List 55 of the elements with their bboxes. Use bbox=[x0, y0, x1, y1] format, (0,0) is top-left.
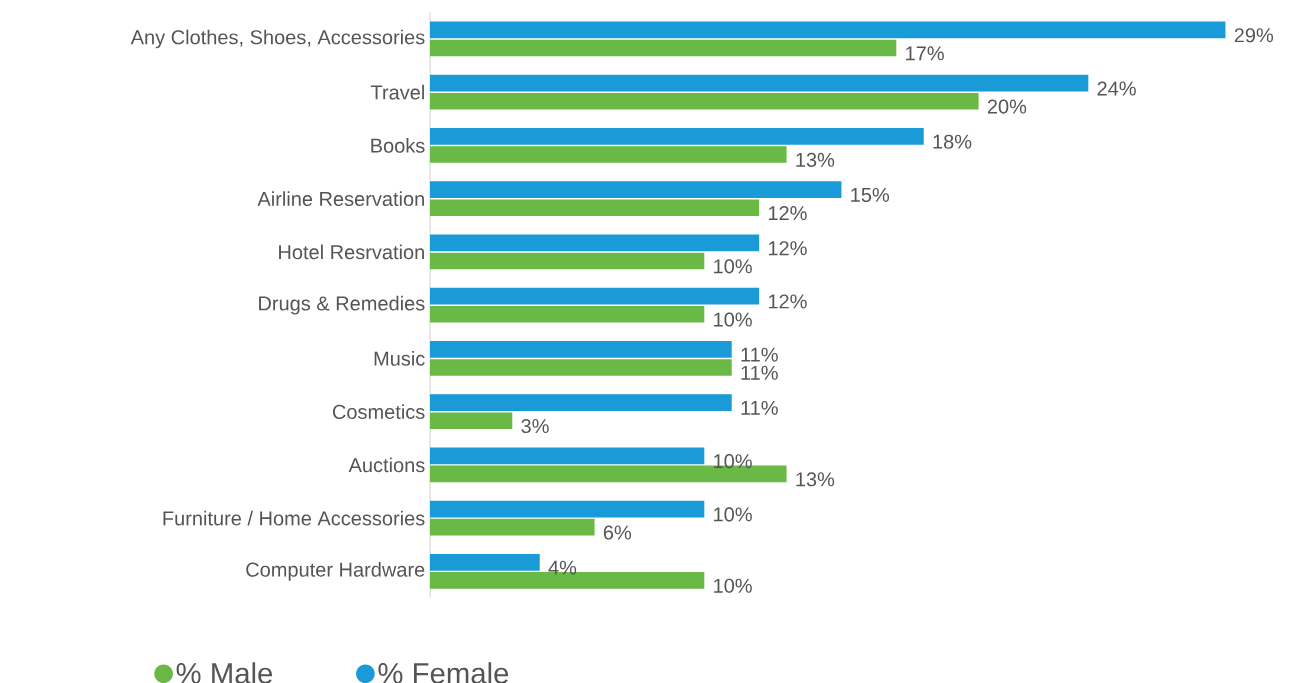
data-label: 13% bbox=[796, 472, 835, 487]
y-tick-label: Drugs & Remedies bbox=[259, 295, 425, 315]
legend-label: % Female bbox=[378, 662, 509, 683]
data-label: 11% bbox=[741, 365, 778, 380]
y-tick-label: Cosmetics bbox=[332, 404, 425, 419]
bar bbox=[430, 359, 732, 376]
data-label: 12% bbox=[768, 206, 807, 221]
data-label: 12% bbox=[768, 294, 807, 309]
y-tick-label: Any Clothes, Shoes, Accessories bbox=[130, 29, 425, 49]
data-label: 3% bbox=[521, 418, 549, 434]
data-label: 10% bbox=[714, 507, 752, 522]
bar bbox=[430, 305, 705, 323]
y-tick-label: Music bbox=[374, 351, 425, 366]
bar bbox=[430, 500, 705, 518]
legend-label: % Male bbox=[176, 662, 273, 683]
data-label: 29% bbox=[1234, 28, 1274, 43]
data-label: 11% bbox=[741, 347, 778, 362]
bar bbox=[430, 394, 732, 411]
data-label: 10% bbox=[714, 259, 752, 274]
data-label: 6% bbox=[603, 525, 632, 540]
data-label: 12% bbox=[768, 241, 807, 256]
bar bbox=[430, 128, 924, 145]
bar bbox=[430, 287, 760, 305]
y-tick-label: Airline Reservation bbox=[257, 191, 424, 207]
bar bbox=[430, 412, 513, 430]
data-label: 10% bbox=[714, 578, 752, 593]
y-tick-label: Computer Hardware bbox=[246, 562, 425, 581]
bar bbox=[430, 39, 897, 57]
y-tick-label: Travel bbox=[370, 84, 424, 100]
bar bbox=[430, 518, 595, 536]
bar bbox=[430, 146, 787, 163]
bar bbox=[430, 92, 979, 110]
y-tick-label: Books bbox=[371, 138, 425, 153]
data-label: 10% bbox=[714, 312, 752, 327]
bar bbox=[430, 234, 760, 252]
bar bbox=[430, 74, 1089, 92]
y-tick-label: Furniture / Home Accessories bbox=[163, 510, 425, 526]
bar bbox=[430, 341, 732, 358]
bar bbox=[430, 252, 705, 270]
data-label: 13% bbox=[796, 152, 835, 167]
data-label: 20% bbox=[987, 99, 1027, 114]
data-label: 11% bbox=[741, 400, 778, 415]
bar bbox=[430, 447, 705, 465]
y-tick-label: Auctions bbox=[348, 457, 425, 473]
data-label: 24% bbox=[1097, 81, 1136, 96]
data-label: 4% bbox=[548, 560, 577, 575]
bar bbox=[430, 554, 540, 571]
data-label: 15% bbox=[851, 187, 890, 202]
bar bbox=[430, 181, 842, 198]
bar bbox=[430, 21, 1226, 39]
bar bbox=[430, 199, 760, 217]
data-label: 17% bbox=[906, 46, 944, 61]
data-label: 10% bbox=[714, 454, 752, 469]
y-tick-label: Hotel Resrvation bbox=[279, 244, 424, 260]
data-label: 18% bbox=[933, 134, 972, 149]
